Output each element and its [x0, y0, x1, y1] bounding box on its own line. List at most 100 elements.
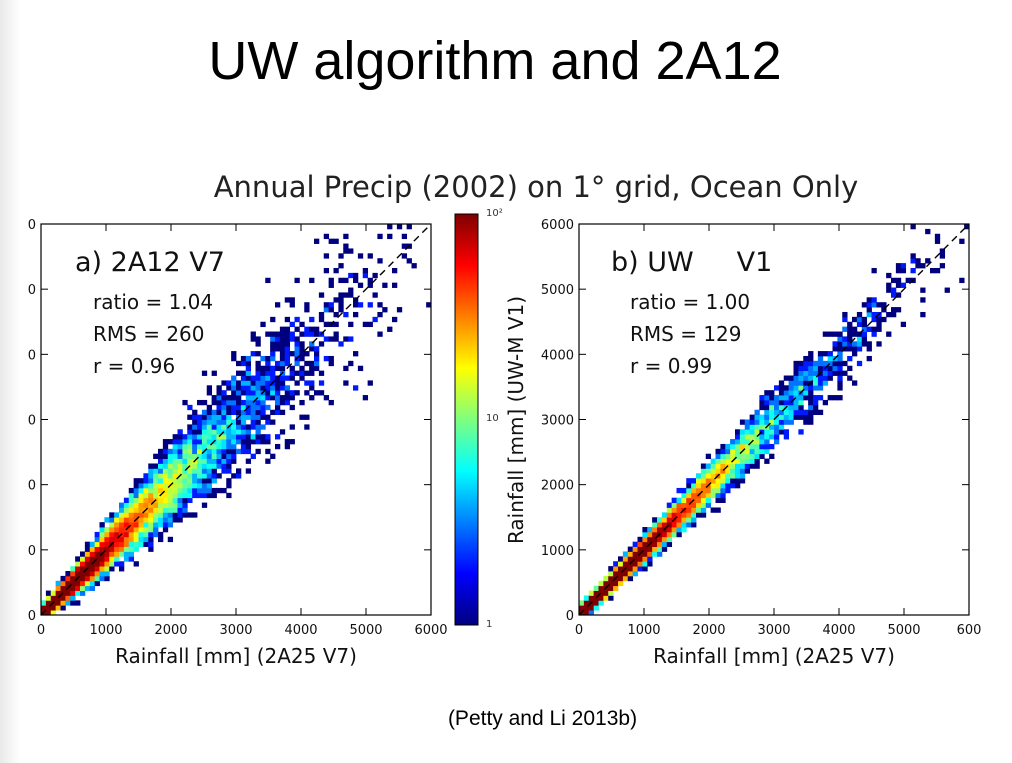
heatmap-cell — [153, 453, 159, 459]
heatmap-cell — [720, 473, 726, 479]
heatmap-cell — [304, 302, 310, 308]
heatmap-cell — [939, 248, 946, 254]
heatmap-cell — [754, 443, 760, 450]
heatmap-cell — [735, 439, 741, 445]
heatmap-cell — [226, 380, 232, 386]
y-tick-label: 6000 — [541, 218, 574, 233]
heatmap-cell — [309, 360, 315, 367]
heatmap-cell — [114, 541, 120, 547]
heatmap-cell — [377, 311, 383, 318]
heatmap-cell — [939, 263, 946, 269]
heatmap-cell — [598, 585, 604, 591]
heatmap-cell — [661, 517, 668, 523]
heatmap-cell — [45, 595, 52, 601]
heatmap-cell — [162, 517, 169, 523]
heatmap-cell — [783, 434, 790, 440]
heatmap-cell — [148, 468, 154, 474]
heatmap-cell — [798, 404, 804, 411]
heatmap-cell — [177, 502, 183, 508]
heatmap-cell — [392, 316, 398, 323]
heatmap-cell — [783, 419, 790, 425]
heatmap-cell — [211, 443, 217, 450]
heatmap-cell — [622, 571, 629, 577]
heatmap-cell — [138, 487, 144, 494]
heatmap-cell — [138, 502, 144, 508]
heatmap-cell — [299, 414, 305, 420]
heatmap-cell — [236, 395, 242, 401]
heatmap-cell — [783, 399, 790, 406]
heatmap-cell — [803, 414, 809, 420]
heatmap-cell — [720, 453, 726, 459]
heatmap-cell — [197, 439, 203, 445]
heatmap-cell — [725, 448, 731, 455]
heatmap-cell — [236, 424, 242, 430]
heatmap-cell — [920, 263, 926, 269]
heatmap-cell — [275, 302, 281, 308]
heatmap-cell — [109, 517, 115, 523]
heatmap-cell — [837, 375, 843, 381]
heatmap-cell — [182, 463, 188, 469]
heatmap-cell — [798, 360, 804, 367]
heatmap-cell — [250, 336, 256, 342]
heatmap-cell — [187, 424, 193, 430]
heatmap-cell — [279, 385, 286, 391]
heatmap-cell — [41, 600, 47, 606]
heatmap-cell — [700, 478, 707, 484]
heatmap-cell — [622, 561, 629, 567]
heatmap-cell — [328, 307, 334, 313]
heatmap-cell — [250, 424, 256, 430]
heatmap-cell — [827, 360, 833, 367]
heatmap-cell — [764, 458, 770, 464]
heatmap-cell — [143, 517, 149, 523]
heatmap-cell — [240, 409, 247, 416]
heatmap-cell — [769, 434, 775, 440]
heatmap-cell — [289, 404, 295, 411]
heatmap-cell — [353, 311, 359, 318]
heatmap-cell — [138, 478, 144, 484]
heatmap-cell — [671, 497, 677, 503]
heatmap-cell — [172, 473, 178, 479]
heatmap-cell — [725, 478, 731, 484]
heatmap-cell — [75, 566, 81, 572]
heatmap-cell — [109, 566, 115, 572]
heatmap-cell — [284, 336, 291, 342]
heatmap-cell — [769, 409, 775, 416]
heatmap-cell — [45, 610, 52, 615]
heatmap-cell — [109, 561, 115, 567]
heatmap-cell — [231, 380, 237, 386]
one-to-one-line-b — [578, 223, 970, 616]
heatmap-cell — [691, 492, 697, 499]
heatmap-cell — [289, 351, 295, 357]
heatmap-cell — [866, 302, 872, 308]
heatmap-cell — [236, 439, 242, 445]
heatmap-cell — [314, 346, 320, 352]
heatmap-cell — [211, 434, 217, 440]
heatmap-cell — [593, 585, 599, 591]
heatmap-cell — [89, 541, 96, 547]
heatmap-cell — [362, 267, 369, 274]
heatmap-cell — [206, 434, 213, 440]
heatmap-cell — [201, 458, 208, 464]
heatmap-cell — [260, 385, 266, 391]
heatmap-cell — [279, 429, 286, 435]
heatmap-cell — [245, 448, 252, 455]
heatmap-cell — [148, 487, 154, 494]
heatmap-cell — [754, 414, 760, 420]
heatmap-cell — [226, 404, 232, 411]
heatmap-cell — [661, 546, 668, 552]
heatmap-cell — [65, 600, 71, 606]
heatmap-cell — [177, 497, 183, 503]
heatmap-cell — [700, 473, 707, 479]
heatmap-cell — [876, 316, 882, 323]
heatmap-cell — [788, 409, 794, 416]
heatmap-cell — [167, 473, 174, 479]
heatmap-cell — [343, 292, 349, 298]
y-tick-label: 0 — [28, 544, 36, 559]
heatmap-cell — [710, 473, 716, 479]
heatmap-cell — [226, 463, 232, 469]
heatmap-cell — [250, 434, 256, 440]
heatmap-cell — [206, 404, 213, 411]
heatmap-cell — [123, 541, 130, 547]
heatmap-cell — [265, 439, 271, 445]
heatmap-cell — [201, 429, 208, 435]
